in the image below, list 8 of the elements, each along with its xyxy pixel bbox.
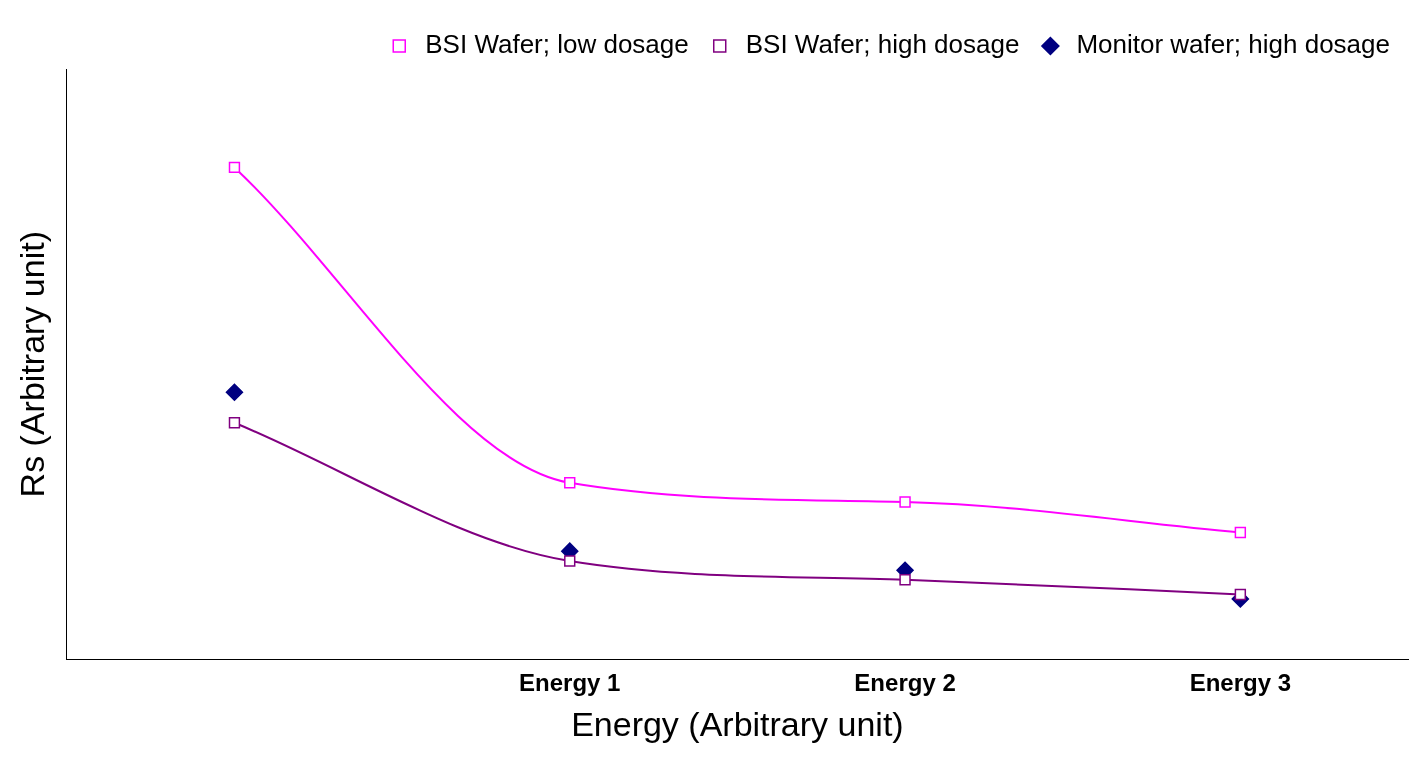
x-tick-label: Energy 1	[519, 669, 621, 697]
y-axis-title: Rs (Arbitrary unit)	[12, 231, 51, 498]
legend-label: BSI Wafer; high dosage	[745, 29, 1020, 60]
legend-label: BSI Wafer; low dosage	[425, 29, 689, 60]
legend-label: Monitor wafer; high dosage	[1076, 29, 1390, 60]
x-axis-title: Energy (Arbitrary unit)	[571, 704, 904, 743]
x-tick-label: Energy 3	[1189, 669, 1292, 697]
x-tick-label: Energy 2	[854, 669, 956, 697]
